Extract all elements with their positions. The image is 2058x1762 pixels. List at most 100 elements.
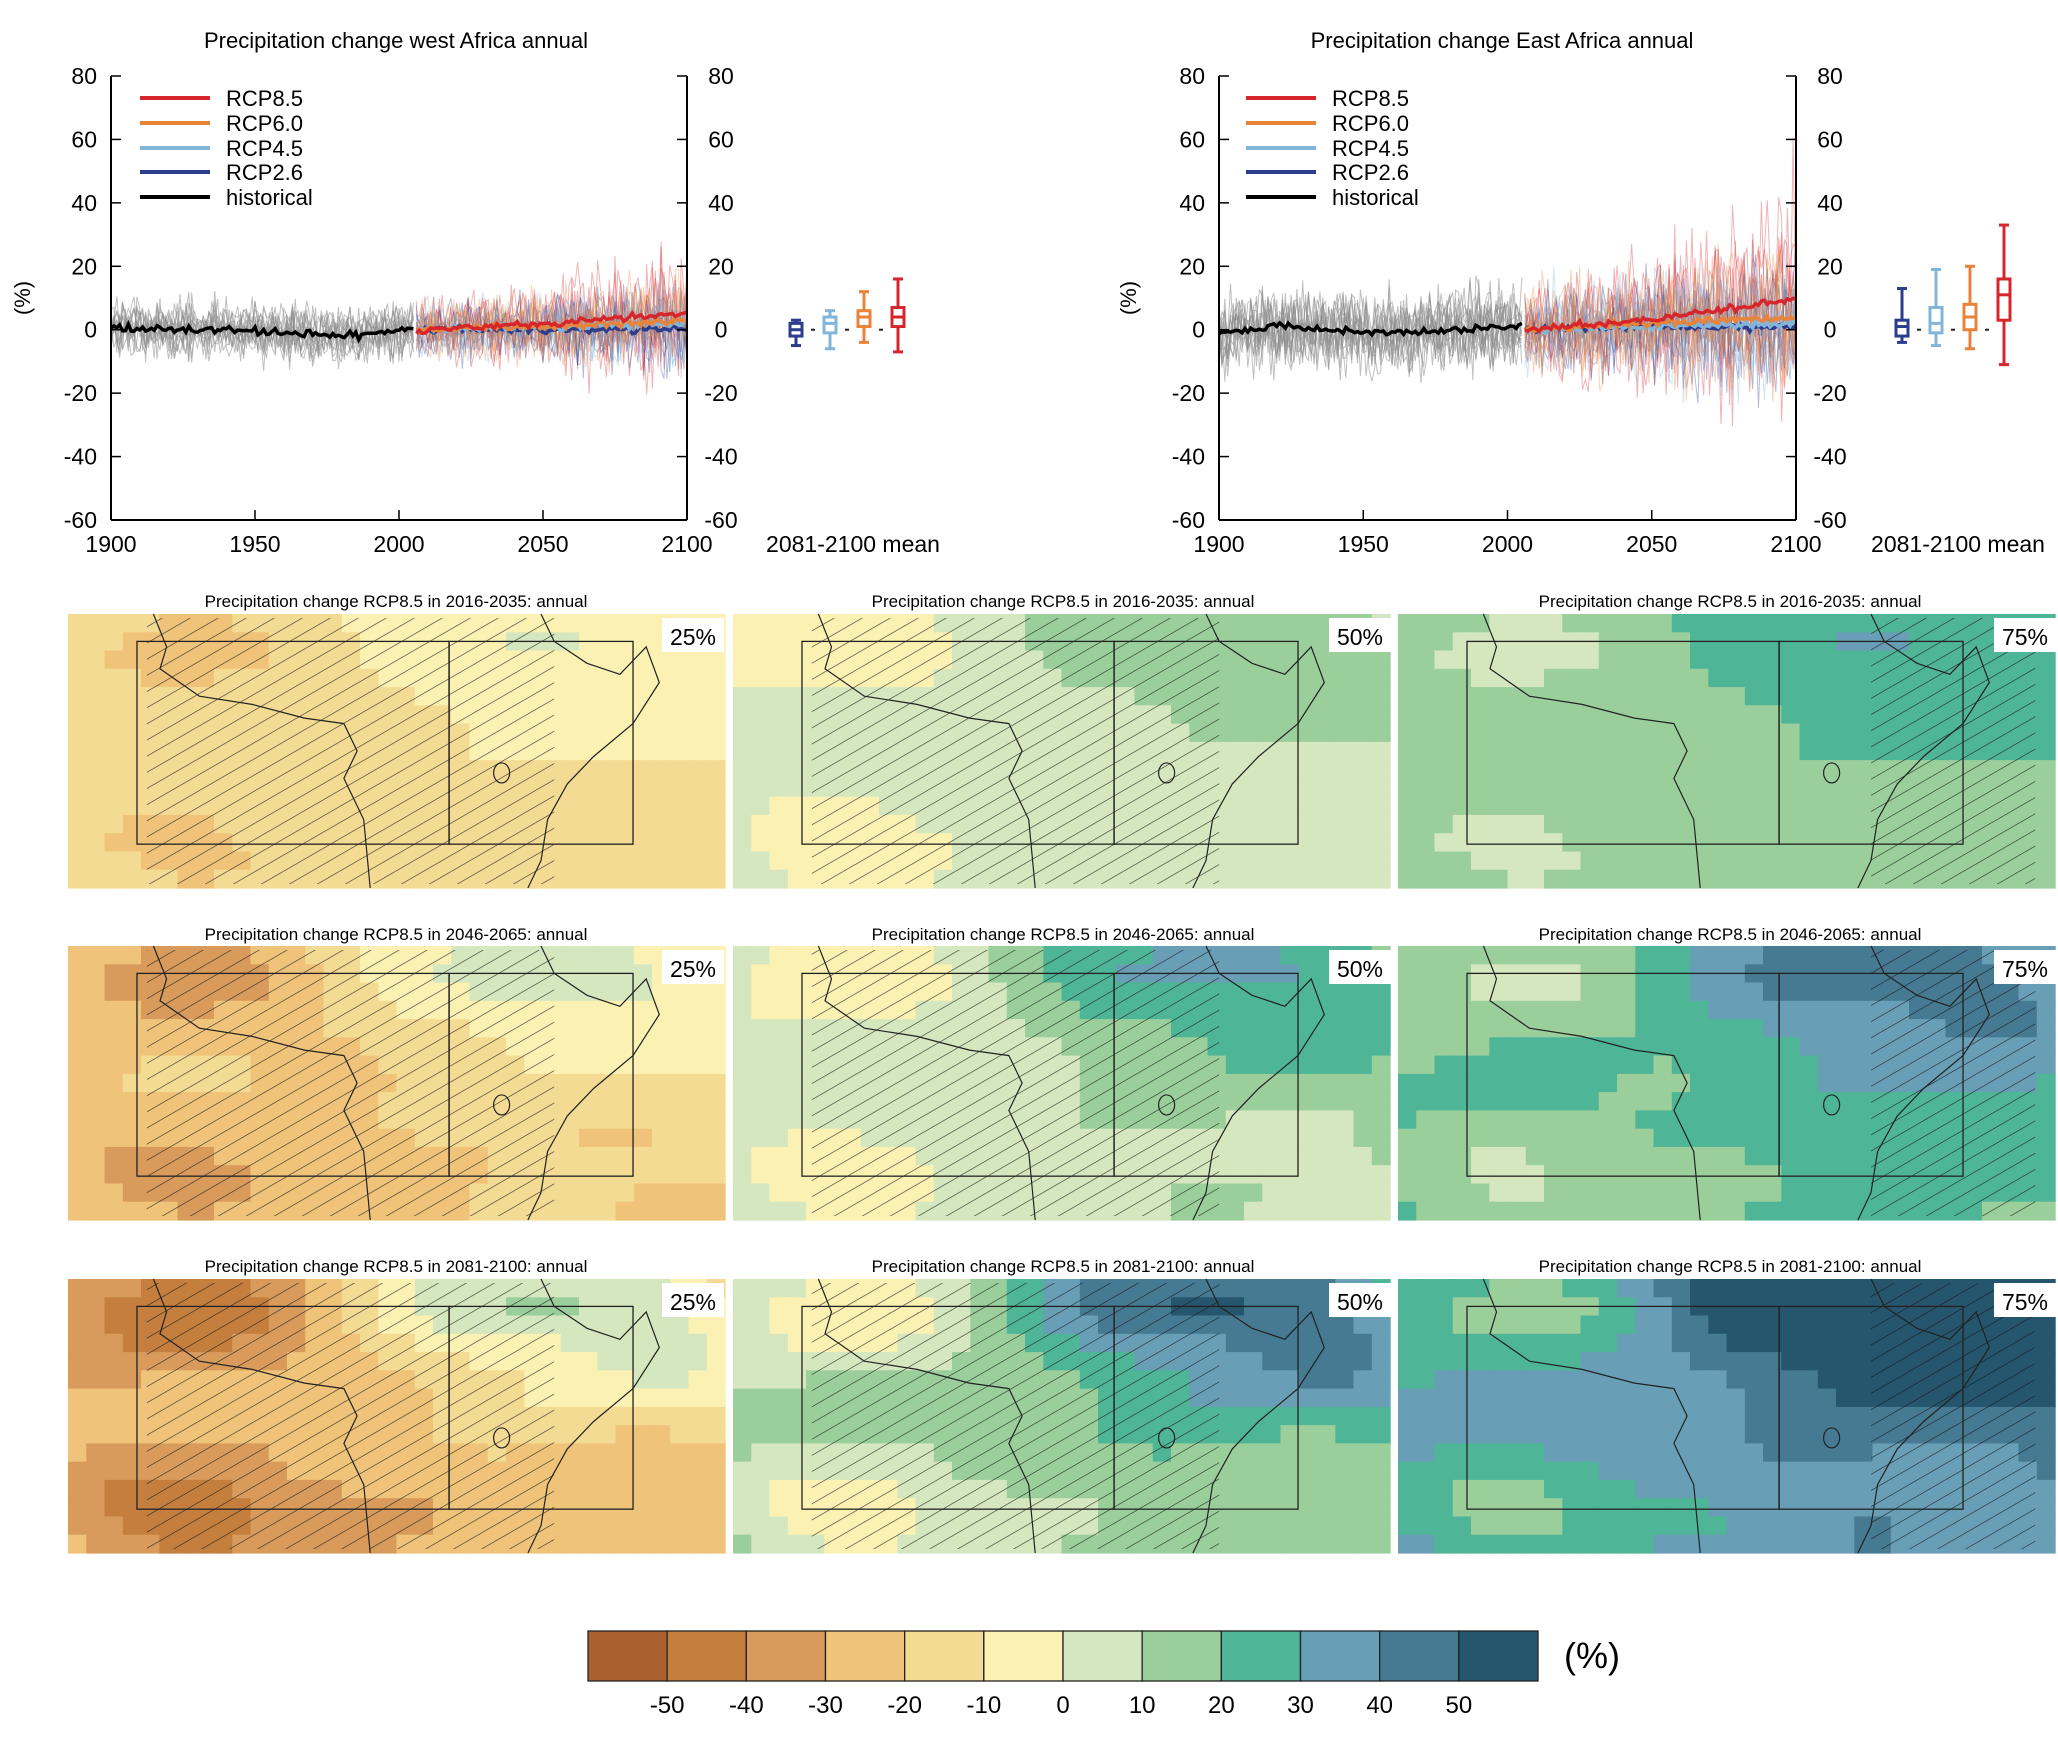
map-cell [1726,723,1746,743]
map-cell [652,1019,671,1038]
map-cell [104,1370,124,1390]
map-cell [104,705,124,725]
map-cell [1580,1128,1600,1148]
map-cell [1690,851,1709,871]
map-cell [1544,1388,1563,1408]
map-cell [1353,982,1373,1002]
map-cell [1262,1037,1282,1057]
map-cell [1836,760,1855,779]
map-cell [560,1055,580,1075]
map-cell [1244,760,1263,779]
map-cell [597,1165,617,1185]
map-cell [1471,1201,1490,1221]
map-cell [1298,1443,1318,1463]
map-cell [787,668,807,688]
map-cell [1335,1443,1355,1463]
map-cell [787,778,807,798]
boxplot-label: 2081-2100 mean [1871,531,2045,557]
map-cell [1544,851,1563,871]
map-cell [1617,1201,1636,1221]
map-cell [1817,1388,1837,1408]
map-cell [1335,1333,1355,1353]
map-cell [1489,1183,1509,1203]
map-cell [560,1000,580,1020]
map-cell [688,1201,708,1221]
map-cell [1298,1110,1318,1130]
map-cell [1726,705,1746,725]
map-cell [1854,1352,1874,1371]
map-cell [1507,1055,1527,1075]
map-cell [1653,1019,1673,1038]
map-cell [615,1019,635,1038]
map-cell [1489,1479,1509,1499]
map-cell [122,1037,142,1057]
map-cell [1471,796,1490,816]
map-cell [104,1201,124,1221]
map-cell [1653,1165,1673,1185]
map-cell [1671,1370,1691,1390]
map-cell [1507,1073,1527,1093]
map-cell [1225,1110,1245,1130]
map-cell [1744,1406,1764,1426]
map-cell [1280,741,1300,761]
map-cell [1653,1315,1673,1335]
map-cell [1817,1498,1837,1518]
map-cell [1744,1110,1764,1130]
map-cell [1335,741,1355,761]
map-cell [1836,1092,1855,1111]
map-cell [1598,1000,1618,1020]
map-cell [597,1498,617,1518]
map-cell [670,1165,690,1185]
map-cell [751,1388,771,1408]
map-cell [560,1498,580,1518]
map-cell [751,1406,771,1426]
map-cell [1562,1516,1582,1536]
map-cell [579,1534,598,1554]
map-cell [1653,1279,1673,1298]
map-cell [1598,869,1618,889]
map-cell [1280,1370,1300,1390]
map-cell [597,1370,617,1390]
map-cell [86,1534,106,1554]
map-cell [1353,1037,1373,1057]
map-cell [1298,814,1318,834]
map-cell [1836,1406,1855,1426]
map-cell [1262,851,1282,871]
map-cell [104,1110,124,1130]
map-cell [1580,1370,1600,1390]
map-cell [787,614,807,633]
map-cell [104,668,124,688]
coastline-east [1857,945,1990,1221]
colorbar-swatch [1062,1630,1143,1682]
map-cell [1398,1183,1417,1203]
map-cell [1525,1516,1545,1536]
map-cell [1489,946,1509,965]
map-cell [1434,982,1454,1002]
lake-victoria [1823,1427,1841,1449]
map-cell [1544,1534,1563,1554]
map-cell [751,1370,771,1390]
map-cell [104,1092,124,1111]
map-cell [1671,1183,1691,1203]
map-cell [1262,1461,1282,1481]
map-cell [1653,1443,1673,1463]
map-cell [1244,1479,1263,1499]
colorbar-tick-label: -10 [966,1692,1001,1719]
map-cell [1353,1516,1373,1536]
map-cell [1580,814,1600,834]
map-cell [751,741,771,761]
map-cell [1562,1352,1582,1371]
map-cell [1225,1019,1245,1038]
chart-title: Precipitation change west Africa annual [204,28,588,53]
map-cell [579,1443,598,1463]
map-cell [1671,1037,1691,1057]
map-cell [1781,1019,1801,1038]
map-cell [597,1443,617,1463]
map-cell [86,1297,106,1317]
map-cell [104,687,124,706]
map-cell [1489,1443,1509,1463]
map-cell [633,1183,653,1203]
map-cell [688,982,708,1002]
colorbar-swatch [904,1630,985,1682]
map-cell [2036,796,2056,816]
